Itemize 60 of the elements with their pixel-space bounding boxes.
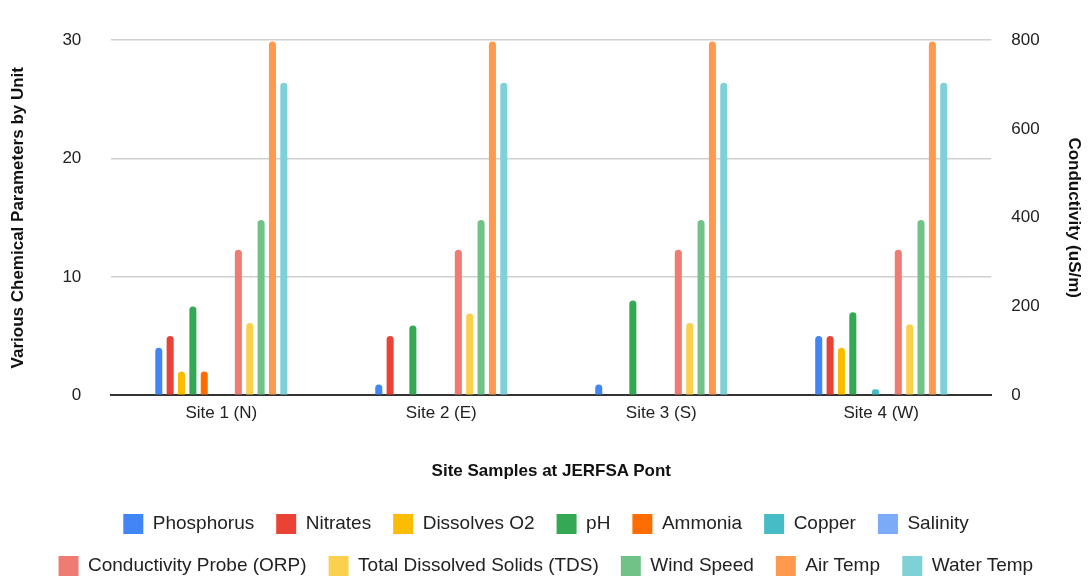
bar bbox=[246, 323, 254, 395]
bar bbox=[386, 336, 394, 395]
legend-label: Total Dissolved Solids (TDS) bbox=[358, 554, 599, 576]
legend-label: Dissolves O2 bbox=[422, 512, 535, 534]
y-tick-label: 30 bbox=[62, 29, 82, 49]
bar bbox=[257, 220, 265, 395]
y-tick-label: 0 bbox=[71, 384, 82, 404]
legend-label: Ammonia bbox=[661, 512, 743, 534]
x-tick-label: Site 4 (W) bbox=[843, 403, 920, 423]
legend-label: Copper bbox=[793, 512, 857, 534]
bar bbox=[178, 371, 186, 395]
bar bbox=[454, 249, 462, 395]
bar bbox=[697, 220, 705, 395]
y-tick-label: 10 bbox=[62, 266, 82, 286]
legend-label: Air Temp bbox=[805, 554, 880, 576]
bar bbox=[928, 41, 936, 395]
bar bbox=[894, 249, 902, 395]
legend-label: Phosphorus bbox=[152, 512, 255, 534]
legend-label: Water Temp bbox=[931, 554, 1034, 576]
legend-label: Salinity bbox=[907, 512, 970, 534]
bar bbox=[826, 336, 834, 395]
x-tick-label: Site 3 (S) bbox=[625, 403, 697, 423]
bar bbox=[849, 312, 857, 395]
bar bbox=[200, 371, 208, 395]
bar bbox=[409, 325, 417, 395]
bar bbox=[815, 336, 823, 395]
y-axis-title: Various Chemical Parameters by Unit bbox=[7, 66, 27, 369]
legend-label: Nitrates bbox=[305, 512, 372, 534]
y2-tick-label: 0 bbox=[1011, 384, 1021, 404]
bar bbox=[155, 347, 163, 395]
bar bbox=[629, 300, 637, 395]
bar bbox=[837, 347, 845, 395]
y2-tick-label: 200 bbox=[1011, 296, 1040, 316]
bar bbox=[466, 313, 474, 395]
bar bbox=[268, 41, 276, 395]
legend-label: pH bbox=[586, 512, 611, 534]
bar bbox=[917, 220, 925, 395]
bar bbox=[477, 220, 485, 395]
legend-label: Wind Speed bbox=[650, 554, 754, 576]
bar bbox=[906, 324, 914, 395]
x-tick-label: Site 2 (E) bbox=[405, 403, 477, 423]
legend-label: Conductivity Probe (ORP) bbox=[88, 554, 307, 576]
bar bbox=[166, 336, 174, 395]
bar bbox=[234, 249, 242, 395]
y2-tick-label: 400 bbox=[1011, 207, 1040, 227]
bar bbox=[674, 249, 682, 395]
bar bbox=[940, 82, 948, 395]
bar bbox=[280, 82, 288, 395]
y2-tick-label: 800 bbox=[1011, 29, 1040, 49]
y-tick-label: 20 bbox=[62, 148, 82, 168]
x-tick-label: Site 1 (N) bbox=[185, 403, 258, 423]
bar bbox=[686, 323, 694, 395]
bar bbox=[189, 306, 197, 395]
bar bbox=[720, 82, 728, 395]
bar bbox=[708, 41, 716, 395]
bar bbox=[500, 82, 508, 395]
bar bbox=[488, 41, 496, 395]
y2-tick-label: 600 bbox=[1011, 118, 1040, 138]
y2-axis-title: Conductivity (uS/m) bbox=[1065, 137, 1085, 298]
x-axis-title: Site Samples at JERFSA Pont bbox=[431, 461, 672, 481]
